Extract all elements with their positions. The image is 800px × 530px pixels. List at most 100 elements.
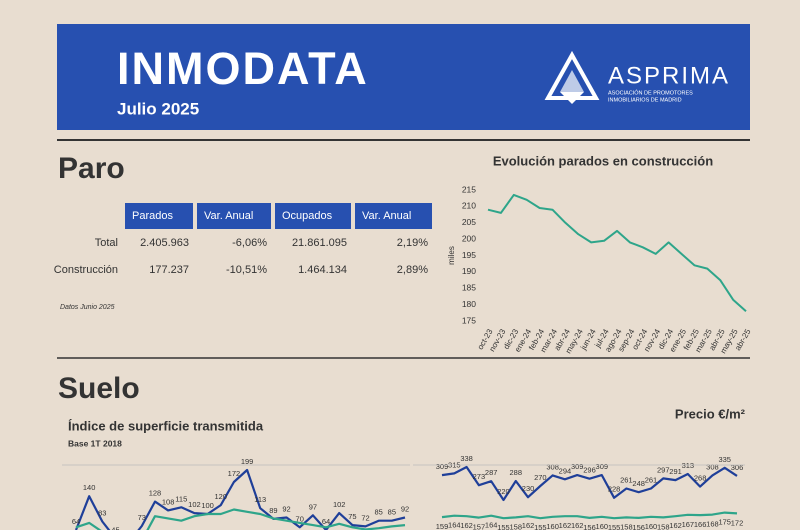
data-label: 72 (361, 513, 369, 522)
data-label: 220 (497, 487, 510, 496)
table: Parados Var. Anual Ocupados Var. Anual Total… (54, 203, 432, 276)
data-label: 167 (682, 520, 695, 529)
logo-tagline: ASOCIACIÓN DE PROMOTORES (608, 89, 693, 96)
data-label: 160 (546, 522, 559, 530)
data-label: 64 (72, 517, 80, 526)
data-label: 261 (645, 476, 658, 485)
section-title: Paro (58, 152, 125, 185)
data-label: 45 (111, 525, 119, 530)
data-label: 102 (333, 500, 346, 509)
cell: 177.237 (149, 264, 189, 276)
data-label: 85 (388, 508, 396, 517)
cell: 21.861.095 (292, 237, 347, 249)
series-line (75, 508, 406, 530)
data-label: 162 (460, 521, 473, 530)
charts: Evolución parados en construcción miles 17… (68, 153, 753, 530)
data-label: 335 (718, 455, 731, 464)
data-label: 313 (682, 461, 695, 470)
cell: 2.405.963 (140, 237, 189, 249)
data-label: 70 (296, 514, 304, 523)
logo-mark (544, 50, 600, 104)
logo-tagline: INMOBILIARIOS DE MADRID (608, 97, 682, 103)
data-label: 172 (228, 469, 241, 478)
data-label: 162 (522, 521, 535, 530)
data-label: 102 (188, 500, 201, 509)
data-label: 175 (718, 518, 731, 527)
data-label: 128 (149, 489, 162, 498)
section-title: Suelo (58, 372, 140, 405)
data-label: 273 (473, 472, 486, 481)
data-label: 113 (254, 495, 266, 504)
data-label: 92 (401, 505, 409, 514)
data-label: 97 (309, 502, 317, 511)
data-label: 164 (485, 521, 498, 530)
data-label: 162 (669, 521, 682, 530)
y-tick-label: 185 (462, 283, 476, 293)
y-tick-label: 190 (462, 266, 476, 276)
data-label: 308 (546, 462, 559, 471)
data-label: 158 (657, 522, 670, 530)
column-header: Var. Anual (362, 210, 411, 222)
cell: 2,89% (397, 264, 428, 276)
data-label: 309 (596, 462, 609, 471)
header-band (57, 24, 750, 130)
data-label: 92 (282, 505, 290, 514)
header-cell (275, 203, 351, 229)
y-tick-label: 205 (462, 217, 476, 227)
data-label: 261 (620, 476, 633, 485)
chart-subtitle: Base 1T 2018 (68, 438, 122, 448)
data-label: 155 (608, 523, 621, 530)
data-label: 83 (98, 509, 106, 518)
data-label: 158 (509, 522, 522, 530)
data-label: 166 (694, 520, 707, 529)
column-header: Var. Anual (204, 210, 253, 222)
data-label: 230 (522, 484, 535, 493)
data-label: 172 (731, 518, 744, 527)
data-label: 309 (436, 462, 449, 471)
data-label: 73 (138, 513, 146, 522)
data-label: 160 (645, 522, 658, 530)
data-label: 160 (596, 522, 609, 530)
table-note: Datos Junio 2025 (60, 304, 115, 311)
data-label: 115 (175, 494, 187, 503)
series-line (441, 465, 738, 502)
data-label: 159 (436, 522, 449, 530)
row-label: Total (95, 237, 118, 249)
data-label: 108 (162, 497, 175, 506)
data-label: 164 (448, 521, 461, 530)
row-label: Construcción (54, 264, 118, 276)
data-label: 268 (694, 474, 707, 483)
header-title: INMODATA (117, 43, 369, 94)
data-label: 100 (201, 501, 214, 510)
y-tick-label: 200 (462, 233, 476, 243)
data-label: 288 (509, 468, 522, 477)
data-label: 120 (215, 492, 228, 501)
data-label: 155 (534, 523, 547, 530)
y-tick-label: 210 (462, 201, 476, 211)
data-label: 162 (559, 521, 572, 530)
cell: -6,06% (232, 237, 267, 249)
chart-title: Precio €/m² (675, 406, 746, 421)
data-label: 308 (706, 462, 719, 471)
cell: -10,51% (226, 264, 267, 276)
chart-title: Índice de superficie transmitida (68, 418, 264, 433)
data-label: 140 (83, 483, 96, 492)
y-axis-label: miles (447, 246, 456, 265)
data-label: 270 (534, 473, 547, 482)
cell: 2,19% (397, 237, 428, 249)
logo-name: ASPRIMA (608, 62, 730, 89)
data-label: 85 (375, 508, 383, 517)
data-label: 158 (620, 522, 633, 530)
data-label: 155 (497, 523, 510, 530)
data-label: 248 (632, 479, 645, 488)
header-subtitle: Julio 2025 (117, 99, 199, 118)
data-label: 168 (706, 520, 719, 529)
data-label: 156 (632, 523, 645, 530)
cell: 1.464.134 (298, 264, 347, 276)
data-label: 75 (348, 512, 356, 521)
data-label: 294 (559, 466, 572, 475)
data-label: 162 (571, 521, 584, 530)
y-tick-label: 215 (462, 184, 476, 194)
header-cell (355, 203, 432, 229)
